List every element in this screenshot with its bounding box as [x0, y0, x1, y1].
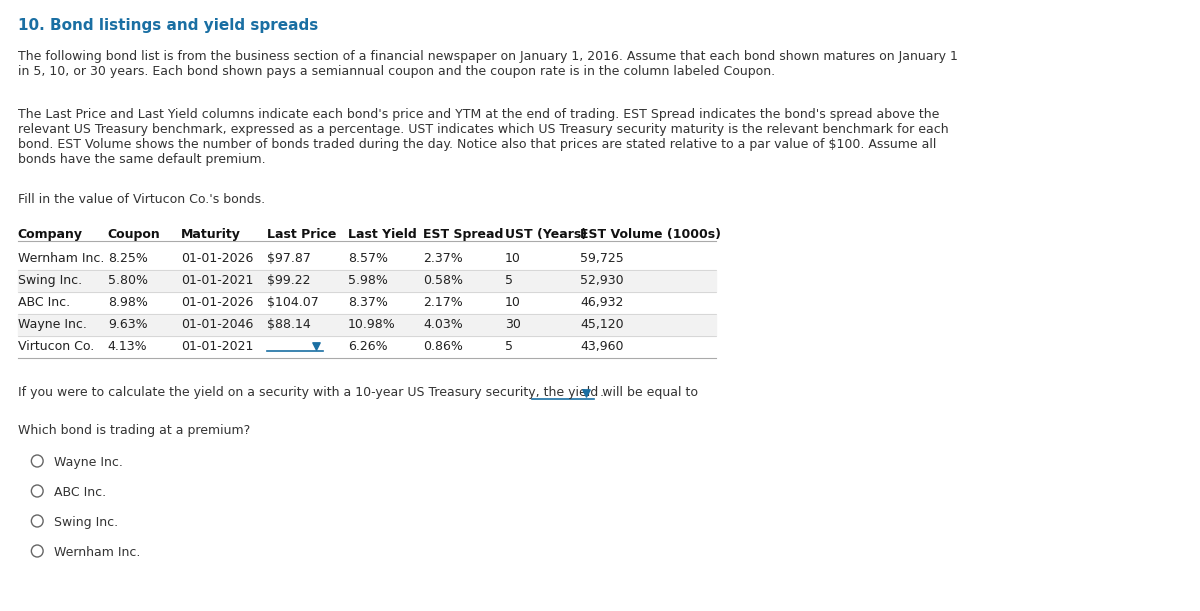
Point [576, 388, 595, 398]
Text: 59,725: 59,725 [581, 252, 624, 265]
Text: ABC Inc.: ABC Inc. [18, 296, 70, 309]
Text: 8.57%: 8.57% [348, 252, 388, 265]
Text: 10. Bond listings and yield spreads: 10. Bond listings and yield spreads [18, 18, 318, 33]
Text: Fill in the value of Virtucon Co.'s bonds.: Fill in the value of Virtucon Co.'s bond… [18, 193, 265, 206]
Text: Wernham Inc.: Wernham Inc. [54, 546, 140, 559]
Text: EST Volume (1000s): EST Volume (1000s) [581, 228, 721, 241]
Text: Which bond is trading at a premium?: Which bond is trading at a premium? [18, 424, 250, 437]
Text: Wayne Inc.: Wayne Inc. [18, 318, 86, 331]
Text: Last Yield: Last Yield [348, 228, 416, 241]
Text: 5: 5 [505, 274, 512, 287]
Text: 5.98%: 5.98% [348, 274, 388, 287]
Text: UST (Years): UST (Years) [505, 228, 587, 241]
Text: 01-01-2021: 01-01-2021 [181, 274, 253, 287]
Text: Wernham Inc.: Wernham Inc. [18, 252, 104, 265]
Text: Company: Company [18, 228, 83, 241]
Text: 01-01-2021: 01-01-2021 [181, 340, 253, 353]
Text: 10: 10 [505, 296, 521, 309]
Text: 30: 30 [505, 318, 521, 331]
Text: ABC Inc.: ABC Inc. [54, 486, 106, 499]
Text: 52,930: 52,930 [581, 274, 624, 287]
Text: 0.58%: 0.58% [424, 274, 463, 287]
Text: Coupon: Coupon [108, 228, 161, 241]
Text: .: . [600, 386, 604, 399]
Text: 43,960: 43,960 [581, 340, 624, 353]
Text: 01-01-2026: 01-01-2026 [181, 296, 253, 309]
Text: $104.07: $104.07 [266, 296, 318, 309]
Text: 4.13%: 4.13% [108, 340, 148, 353]
Text: Last Price: Last Price [266, 228, 336, 241]
Text: EST Spread: EST Spread [424, 228, 504, 241]
Text: 46,932: 46,932 [581, 296, 624, 309]
Text: $88.14: $88.14 [266, 318, 311, 331]
Bar [18, 270, 715, 292]
Text: 01-01-2026: 01-01-2026 [181, 252, 253, 265]
Text: 2.17%: 2.17% [424, 296, 463, 309]
Text: Maturity: Maturity [181, 228, 241, 241]
Text: $99.22: $99.22 [266, 274, 310, 287]
Text: 8.25%: 8.25% [108, 252, 148, 265]
Text: 6.26%: 6.26% [348, 340, 388, 353]
Text: 10.98%: 10.98% [348, 318, 396, 331]
Bar [18, 314, 715, 336]
Text: 5.80%: 5.80% [108, 274, 148, 287]
Text: The Last Price and Last Yield columns indicate each bond's price and YTM at the : The Last Price and Last Yield columns in… [18, 108, 948, 166]
Text: 10: 10 [505, 252, 521, 265]
Text: 8.98%: 8.98% [108, 296, 148, 309]
Text: $97.87: $97.87 [266, 252, 311, 265]
Text: 0.86%: 0.86% [424, 340, 463, 353]
Text: 45,120: 45,120 [581, 318, 624, 331]
Text: 8.37%: 8.37% [348, 296, 388, 309]
Point [306, 341, 325, 351]
Text: Virtucon Co.: Virtucon Co. [18, 340, 94, 353]
Text: 9.63%: 9.63% [108, 318, 148, 331]
Text: Wayne Inc.: Wayne Inc. [54, 456, 122, 469]
Text: 5: 5 [505, 340, 512, 353]
Text: The following bond list is from the business section of a financial newspaper on: The following bond list is from the busi… [18, 50, 958, 78]
Text: 01-01-2046: 01-01-2046 [181, 318, 253, 331]
Text: Swing Inc.: Swing Inc. [54, 516, 118, 529]
Text: 2.37%: 2.37% [424, 252, 463, 265]
Text: Swing Inc.: Swing Inc. [18, 274, 82, 287]
Text: If you were to calculate the yield on a security with a 10-year US Treasury secu: If you were to calculate the yield on a … [18, 386, 697, 399]
Text: 4.03%: 4.03% [424, 318, 463, 331]
